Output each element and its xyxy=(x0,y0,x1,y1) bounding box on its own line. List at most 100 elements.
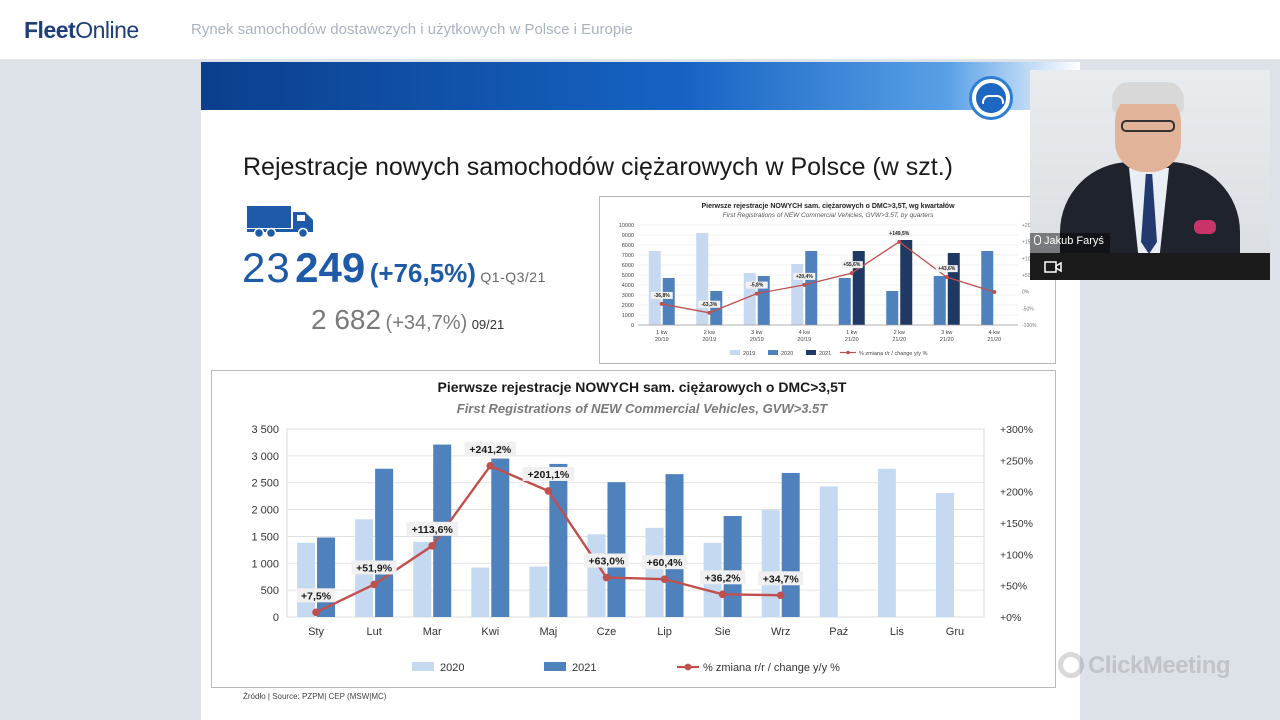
y2-tick-label: 0% xyxy=(1022,290,1030,296)
microphone-icon xyxy=(1034,235,1041,245)
y2-tick-label: +100% xyxy=(1000,549,1033,561)
data-label: +36,2% xyxy=(705,572,742,584)
x-tick-label: 4 kw xyxy=(989,330,1000,336)
clickmeeting-logo-icon xyxy=(1058,652,1084,678)
fleet-online-logo[interactable]: FleetOnline xyxy=(24,17,139,43)
y-tick-label: 5000 xyxy=(622,273,634,279)
y2-tick-label: +0% xyxy=(1000,612,1021,624)
data-label-bg xyxy=(840,261,863,269)
bar-2019 xyxy=(648,251,661,325)
y-tick-label: 2 000 xyxy=(251,505,279,517)
x-tick-label: 1 kw xyxy=(656,330,667,336)
data-label-bg xyxy=(888,229,911,237)
bar-2021 xyxy=(723,516,742,617)
quarterly-registrations-chart: Pierwsze rejestracje NOWYCH sam. ciężaro… xyxy=(599,196,1056,364)
data-label: +55,6% xyxy=(843,262,861,268)
bar-2020 xyxy=(886,291,899,325)
x-tick-label: Kwi xyxy=(481,626,499,638)
legend-swatch xyxy=(730,350,740,355)
bar-2021 xyxy=(491,458,510,617)
pct-change-point xyxy=(428,542,437,550)
x-tick-label: Sie xyxy=(715,626,731,638)
bar-2021 xyxy=(900,240,913,325)
data-label-bg xyxy=(745,281,768,289)
legend-swatch xyxy=(768,350,778,355)
legend-label: % zmiana r/r / change y/y % xyxy=(703,662,840,674)
y2-tick-label: +50% xyxy=(1000,581,1027,593)
pct-change-point xyxy=(802,282,807,287)
quarterly-chart-title: Pierwsze rejestracje NOWYCH sam. ciężaro… xyxy=(701,203,955,210)
presenter-webcam[interactable]: Jakub Faryś xyxy=(1030,70,1270,280)
data-label: -36,8% xyxy=(654,293,670,299)
pct-change-point xyxy=(660,575,669,583)
data-label-bg xyxy=(758,571,804,586)
data-label-bg xyxy=(464,441,517,456)
month-stat-value: 2 682 xyxy=(311,304,382,335)
y-tick-label: 3000 xyxy=(622,293,634,299)
legend-swatch xyxy=(412,662,434,671)
y-tick-label: 9000 xyxy=(622,233,634,239)
y-tick-label: 0 xyxy=(273,612,279,624)
x-tick-label: Lis xyxy=(890,626,905,638)
pct-change-point xyxy=(754,291,759,296)
y-tick-label: 8000 xyxy=(622,243,634,249)
x-tick-label: Gru xyxy=(946,626,964,638)
y2-tick-label: -50% xyxy=(1022,306,1034,312)
data-label-bg xyxy=(296,588,336,603)
stat-value-units: 249 xyxy=(295,244,366,291)
session-title: Rynek samochodów dostawczych i użytkowyc… xyxy=(191,21,633,38)
bar-2020 xyxy=(662,278,675,325)
pct-change-point xyxy=(992,290,997,294)
y-tick-label: 3 500 xyxy=(251,424,279,436)
y-tick-label: 1 000 xyxy=(251,558,279,570)
stat-change: (+76,5%) xyxy=(369,258,476,288)
y-tick-label: 2 500 xyxy=(251,478,279,490)
bar-2020 xyxy=(933,276,946,325)
quarterly-chart-subtitle: First Registrations of NEW Commercial Ve… xyxy=(723,212,934,219)
data-label: +241,2% xyxy=(469,444,511,456)
data-label: +43,6% xyxy=(938,266,956,272)
presentation-slide: Rejestracje nowych samochodów ciężarowyc… xyxy=(201,62,1080,720)
x-tick-label: Wrz xyxy=(771,626,790,638)
x-tick-label: Lip xyxy=(657,626,672,638)
monthly-chart-subtitle: First Registrations of NEW Commercial Ve… xyxy=(457,401,829,416)
y-tick-label: 0 xyxy=(631,323,634,329)
y-tick-label: 7000 xyxy=(622,253,634,259)
data-label: +201,1% xyxy=(528,469,570,481)
x-tick-label: 21/20 xyxy=(845,337,859,343)
pct-change-point xyxy=(312,608,320,617)
bar-2019 xyxy=(743,273,756,325)
quarterly-chart-svg: Pierwsze rejestracje NOWYCH sam. ciężaro… xyxy=(619,203,1039,357)
y-tick-label: 6000 xyxy=(622,263,634,269)
x-tick-label: Mar xyxy=(423,626,442,638)
camera-icon[interactable] xyxy=(1044,261,1062,273)
ytd-registrations-stat: 23 249 (+76,5%) Q1-Q3/21 xyxy=(242,244,546,292)
bar-2020 xyxy=(471,567,490,617)
pct-change-point xyxy=(486,462,495,470)
bar-2021 xyxy=(947,253,960,325)
presenter-name: Jakub Faryś xyxy=(1044,235,1104,247)
organization-logo-icon xyxy=(969,76,1013,120)
x-tick-label: 3 kw xyxy=(941,330,952,336)
stat-period: Q1-Q3/21 xyxy=(480,269,546,285)
bar-2021 xyxy=(665,474,684,617)
y-tick-label: 3 000 xyxy=(251,451,279,463)
data-label: +20,4% xyxy=(796,274,814,280)
data-label: +60,4% xyxy=(647,557,684,569)
x-tick-label: 21/20 xyxy=(987,337,1001,343)
legend-swatch xyxy=(544,662,566,671)
x-tick-label: 20/19 xyxy=(655,337,669,343)
month-stat-change: (+34,7%) xyxy=(385,312,468,334)
pct-change-point xyxy=(849,271,854,276)
bar-2020 xyxy=(935,492,954,617)
y2-tick-label: +300% xyxy=(1000,424,1033,436)
bar-2020 xyxy=(529,566,548,617)
stat-value-thousands: 23 xyxy=(242,244,291,291)
webcam-controls xyxy=(1030,253,1270,280)
pct-change-point xyxy=(707,310,712,315)
x-tick-label: 3 kw xyxy=(751,330,762,336)
x-tick-label: 20/19 xyxy=(702,337,716,343)
bar-2020 xyxy=(805,251,818,325)
data-label-bg xyxy=(700,570,746,585)
data-label: +7,5% xyxy=(301,590,332,602)
